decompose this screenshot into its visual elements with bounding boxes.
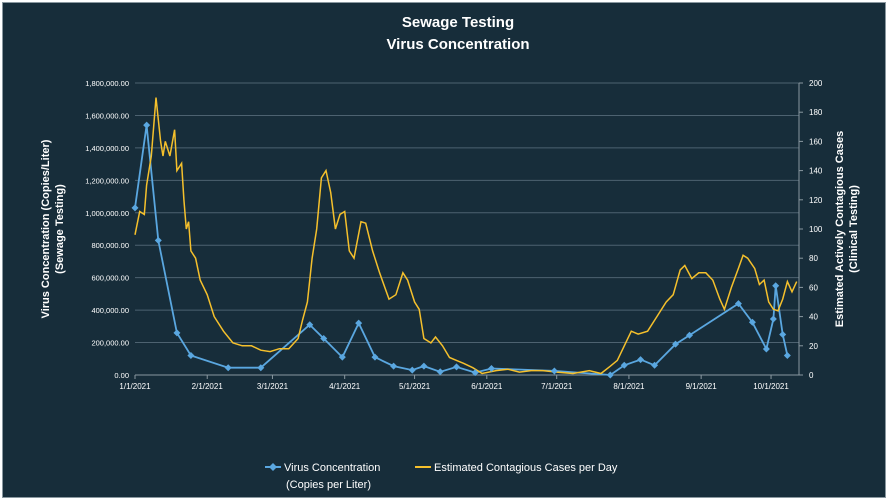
virus-data-point bbox=[420, 362, 428, 370]
virus-data-point bbox=[651, 361, 659, 369]
cases-series-line bbox=[134, 97, 798, 375]
right-axis-label-line2: (Clinical Testing) bbox=[848, 185, 860, 273]
y-right-tick-label: 140 bbox=[809, 167, 823, 176]
y-right-tick-label: 80 bbox=[809, 254, 818, 263]
y-left-tick-label: 0.00 bbox=[114, 371, 129, 380]
virus-data-point bbox=[143, 121, 151, 129]
y-left-tick-label: 200,000.00 bbox=[91, 339, 129, 348]
virus-data-point bbox=[436, 368, 444, 376]
virus-data-point bbox=[685, 331, 693, 339]
y-left-tick-label: 1,400,000.00 bbox=[85, 144, 129, 153]
y-right-tick-label: 0 bbox=[809, 371, 814, 380]
virus-data-point bbox=[672, 340, 680, 348]
virus-data-point bbox=[779, 330, 787, 338]
chart-title-line2: Virus Concentration bbox=[386, 36, 529, 53]
x-tick-label: 8/1/2021 bbox=[613, 382, 645, 391]
x-tick-label: 9/1/2021 bbox=[686, 382, 718, 391]
virus-data-point bbox=[762, 345, 770, 353]
y-right-tick-label: 20 bbox=[809, 342, 818, 351]
y-left-tick-label: 400,000.00 bbox=[91, 306, 129, 315]
legend-cases-label: Estimated Contagious Cases per Day bbox=[434, 462, 618, 474]
virus-data-point bbox=[371, 353, 379, 361]
y-right-tick-label: 180 bbox=[809, 108, 823, 117]
virus-data-point bbox=[748, 318, 756, 326]
virus-data-point bbox=[390, 362, 398, 370]
x-tick-label: 7/1/2021 bbox=[541, 382, 573, 391]
y-right-tick-label: 160 bbox=[809, 137, 823, 146]
virus-data-point bbox=[408, 366, 416, 374]
x-tick-label: 4/1/2021 bbox=[329, 382, 361, 391]
virus-data-point bbox=[550, 367, 558, 375]
virus-data-point bbox=[306, 321, 314, 329]
y-right-tick-label: 200 bbox=[809, 79, 823, 88]
virus-data-point bbox=[769, 315, 777, 323]
virus-data-point bbox=[783, 352, 791, 360]
x-tick-label: 10/1/2021 bbox=[753, 382, 789, 391]
left-axis-label-line2: (Sewage Testing) bbox=[54, 184, 66, 274]
virus-data-point bbox=[320, 335, 328, 342]
virus-data-point bbox=[257, 364, 265, 372]
virus-data-point bbox=[173, 329, 181, 337]
virus-data-point bbox=[187, 352, 195, 360]
virus-data-point bbox=[154, 236, 162, 244]
x-tick-label: 2/1/2021 bbox=[192, 382, 224, 391]
legend: Virus Concentration (Copies per Liter) E… bbox=[265, 462, 618, 491]
x-tick-label: 3/1/2021 bbox=[257, 382, 289, 391]
virus-data-point bbox=[637, 356, 645, 364]
legend-virus-label-line1: Virus Concentration bbox=[284, 462, 380, 474]
x-tick-label: 1/1/2021 bbox=[119, 382, 151, 391]
virus-data-point bbox=[338, 353, 346, 361]
virus-data-point bbox=[487, 365, 495, 373]
y-left-tick-label: 1,000,000.00 bbox=[85, 209, 129, 218]
x-tick-label: 5/1/2021 bbox=[399, 382, 431, 391]
y-right-tick-label: 100 bbox=[809, 225, 823, 234]
y-left-tick-label: 600,000.00 bbox=[91, 274, 129, 283]
y-left-tick-label: 1,600,000.00 bbox=[85, 111, 129, 120]
virus-data-point bbox=[453, 363, 461, 371]
y-right-tick-label: 40 bbox=[809, 313, 818, 322]
x-tick-label: 6/1/2021 bbox=[471, 382, 503, 391]
chart-title-line1: Sewage Testing bbox=[402, 14, 514, 31]
right-axis-label-line1: Estimated Actively Contagious Cases bbox=[834, 131, 846, 327]
virus-data-point bbox=[471, 369, 479, 377]
y-left-tick-label: 800,000.00 bbox=[91, 241, 129, 250]
virus-data-point bbox=[734, 300, 742, 308]
legend-virus-marker bbox=[269, 463, 277, 471]
legend-virus-label-line2: (Copies per Liter) bbox=[286, 479, 371, 491]
virus-data-point bbox=[355, 319, 363, 327]
virus-data-point bbox=[606, 371, 614, 379]
virus-data-point bbox=[224, 364, 232, 372]
y-left-tick-label: 1,800,000.00 bbox=[85, 79, 129, 88]
y-right-tick-label: 120 bbox=[809, 196, 823, 205]
left-axis-label-line1: Virus Concentration (Copies/Liter) bbox=[40, 139, 52, 318]
chart-svg: Sewage Testing Virus Concentration Virus… bbox=[40, 14, 860, 491]
y-right-tick-label: 60 bbox=[809, 283, 818, 292]
virus-data-point bbox=[620, 361, 628, 369]
virus-data-point bbox=[772, 282, 780, 290]
y-left-tick-label: 1,200,000.00 bbox=[85, 176, 129, 185]
virus-data-point bbox=[131, 204, 139, 212]
